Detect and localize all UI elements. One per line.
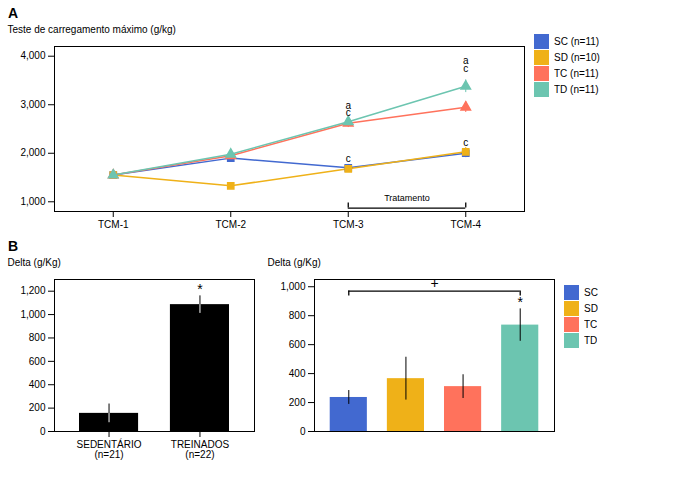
svg-text:800: 800 xyxy=(29,332,46,343)
html-text:SC: SC xyxy=(584,287,598,298)
svg-text:a: a xyxy=(463,55,469,66)
html-text:TC (n=11): TC (n=11) xyxy=(554,68,599,79)
svg-text:1,200: 1,200 xyxy=(20,285,45,296)
html-text:TD: TD xyxy=(584,335,598,346)
svg-text:TREINADOS(n=22): TREINADOS(n=22) xyxy=(171,439,230,460)
svg-text:c: c xyxy=(346,107,351,118)
svg-text:1,000: 1,000 xyxy=(20,196,45,207)
svg-text:*: * xyxy=(517,294,523,310)
svg-text:2,000: 2,000 xyxy=(20,147,45,158)
html-text:SD (n=10): SD (n=10) xyxy=(554,52,600,63)
svg-text:3,000: 3,000 xyxy=(20,99,45,110)
svg-text:*: * xyxy=(197,281,203,297)
svg-text:1,000: 1,000 xyxy=(280,281,305,292)
svg-text:200: 200 xyxy=(289,397,306,408)
html-text:B: B xyxy=(8,238,19,254)
html-text:A: A xyxy=(8,5,19,21)
svg-text:c: c xyxy=(346,153,351,164)
svg-text:Teste de carregamento máximo (: Teste de carregamento máximo (g/kg) xyxy=(8,24,176,35)
svg-text:Delta (g/Kg): Delta (g/Kg) xyxy=(268,257,321,268)
svg-text:600: 600 xyxy=(289,339,306,350)
html-text:TC: TC xyxy=(584,319,598,330)
svg-text:0: 0 xyxy=(40,426,46,437)
svg-text:TCM-2: TCM-2 xyxy=(215,219,246,230)
svg-text:0: 0 xyxy=(300,426,306,437)
svg-text:+: + xyxy=(430,275,438,291)
svg-text:TCM-3: TCM-3 xyxy=(333,219,364,230)
svg-text:c: c xyxy=(463,63,468,74)
svg-text:c: c xyxy=(463,137,468,148)
svg-text:SEDENTÁRIO(n=21): SEDENTÁRIO(n=21) xyxy=(77,438,142,460)
svg-text:TCM-4: TCM-4 xyxy=(450,219,481,230)
svg-text:400: 400 xyxy=(289,368,306,379)
svg-text:a: a xyxy=(345,99,351,111)
html-text:SC (n=11): SC (n=11) xyxy=(554,36,600,47)
svg-text:200: 200 xyxy=(29,402,46,413)
svg-text:600: 600 xyxy=(29,356,46,367)
html-text:SD: SD xyxy=(584,303,598,314)
svg-text:800: 800 xyxy=(289,310,306,321)
svg-text:Tratamento: Tratamento xyxy=(384,193,430,203)
svg-text:400: 400 xyxy=(29,379,46,390)
svg-text:1,000: 1,000 xyxy=(20,309,45,320)
html-text:TD (n=11): TD (n=11) xyxy=(554,84,599,95)
svg-text:TCM-1: TCM-1 xyxy=(98,219,129,230)
svg-text:Delta (g/Kg): Delta (g/Kg) xyxy=(8,257,61,268)
svg-text:4,000: 4,000 xyxy=(20,50,45,61)
